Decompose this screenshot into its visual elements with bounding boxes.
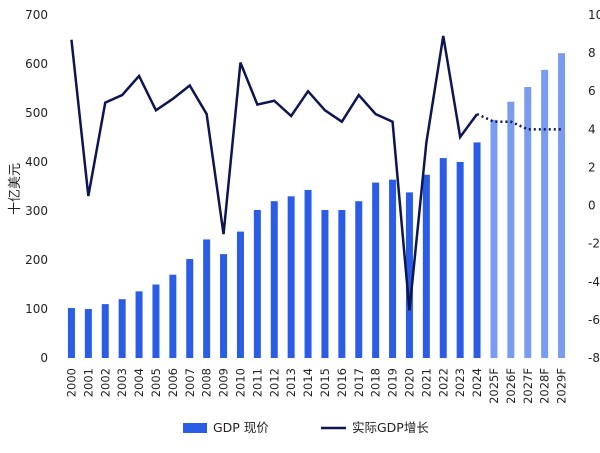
gdp-bar <box>152 284 160 358</box>
x-tick-label: 2000 <box>64 368 78 397</box>
right-tick-label: 2 <box>588 160 596 174</box>
right-tick-label: -6 <box>588 313 600 327</box>
left-tick-label: 400 <box>25 155 48 169</box>
gdp-bar <box>422 174 430 358</box>
right-tick-label: -4 <box>588 275 600 289</box>
x-tick-label: 2004 <box>132 368 146 397</box>
x-tick-label: 2020 <box>402 368 416 397</box>
legend-bar-label: GDP 现价 <box>213 420 269 435</box>
x-tick-label: 2021 <box>419 368 433 397</box>
x-tick-label: 2013 <box>284 368 298 397</box>
left-tick-label: 700 <box>25 8 48 22</box>
right-tick-label: 6 <box>588 84 596 98</box>
x-tick-label: 2017 <box>352 368 366 397</box>
x-tick-label: 2011 <box>250 368 264 397</box>
x-tick-label: 2006 <box>166 368 180 397</box>
growth-line-forecast <box>476 112 562 131</box>
right-tick-label: 4 <box>588 122 596 136</box>
gdp-bar <box>220 254 228 358</box>
gdp-bars <box>67 53 566 358</box>
x-tick-label: 2023 <box>453 368 467 397</box>
gdp-bar <box>389 179 397 358</box>
gdp-bar <box>236 231 244 358</box>
right-tick-label: 8 <box>588 46 596 60</box>
right-tick-label: 10 <box>588 8 600 22</box>
gdp-bar <box>186 259 194 358</box>
x-tick-label: 2005 <box>149 368 163 397</box>
x-tick-label: 2024 <box>470 368 484 397</box>
gdp-bar <box>507 101 515 358</box>
left-tick-label: 200 <box>25 253 48 267</box>
gdp-bar <box>439 158 447 358</box>
left-tick-label: 500 <box>25 106 48 120</box>
gdp-bar <box>287 196 295 358</box>
x-tick-label: 2009 <box>217 368 231 397</box>
x-tick-label: 2012 <box>267 368 281 397</box>
right-tick-label: -2 <box>588 237 600 251</box>
gdp-bar <box>541 69 549 358</box>
x-tick-label: 2003 <box>115 368 129 397</box>
y-axis-title: 十亿美元 <box>8 163 23 215</box>
left-axis: 0 100 200 300 400 500 600 700 <box>25 8 48 365</box>
gdp-bar <box>372 182 380 358</box>
right-tick-label: -8 <box>588 351 600 365</box>
x-tick-label: 2029F <box>555 368 569 404</box>
growth-line-actual <box>70 35 479 311</box>
gdp-bar <box>456 162 464 358</box>
gdp-bar <box>490 119 498 358</box>
x-tick-label: 2001 <box>81 368 95 397</box>
x-tick-label: 2026F <box>504 368 518 404</box>
x-tick-label: 2025F <box>487 368 501 404</box>
x-tick-label: 2007 <box>183 368 197 397</box>
gdp-bar <box>169 274 177 358</box>
gdp-bar <box>524 87 532 358</box>
x-tick-label: 2014 <box>301 368 315 397</box>
x-tick-label: 2027F <box>521 368 535 404</box>
legend-bar-swatch <box>183 423 207 433</box>
x-tick-label: 2022 <box>436 368 450 397</box>
gdp-bar <box>405 192 413 358</box>
left-tick-label: 100 <box>25 302 48 316</box>
gdp-bar <box>270 201 278 358</box>
legend-line-label: 实际GDP增长 <box>352 420 429 435</box>
x-tick-label: 2002 <box>98 368 112 397</box>
right-tick-label: 0 <box>588 199 596 213</box>
gdp-bar <box>304 189 312 358</box>
gdp-bar <box>101 304 109 358</box>
legend: GDP 现价 实际GDP增长 <box>183 420 429 435</box>
x-tick-label: 2028F <box>538 368 552 404</box>
gdp-bar <box>118 299 126 358</box>
gdp-bar <box>135 291 143 358</box>
gdp-bar <box>473 142 481 358</box>
gdp-bar <box>355 201 363 358</box>
gdp-bar <box>338 210 346 358</box>
right-axis: -8 -6 -4 -2 0 2 4 6 8 10 <box>588 8 600 365</box>
gdp-bar <box>321 210 329 358</box>
left-tick-label: 0 <box>40 351 48 365</box>
gdp-bar <box>558 53 566 358</box>
gdp-bar <box>203 239 211 358</box>
growth-line <box>70 35 562 311</box>
gdp-bar <box>67 308 75 358</box>
x-tick-label: 2015 <box>318 368 332 397</box>
gdp-bar <box>84 309 92 358</box>
x-axis: 2000 2001 2002 2003 2004 2005 2006 2007 2008 2009… <box>64 368 568 404</box>
x-tick-label: 2016 <box>335 368 349 397</box>
x-tick-label: 2010 <box>233 368 247 397</box>
x-tick-label: 2019 <box>386 368 400 397</box>
x-tick-label: 2008 <box>200 368 214 397</box>
left-tick-label: 300 <box>25 204 48 218</box>
left-tick-label: 600 <box>25 57 48 71</box>
x-tick-label: 2018 <box>369 368 383 397</box>
gdp-bar <box>253 210 261 358</box>
